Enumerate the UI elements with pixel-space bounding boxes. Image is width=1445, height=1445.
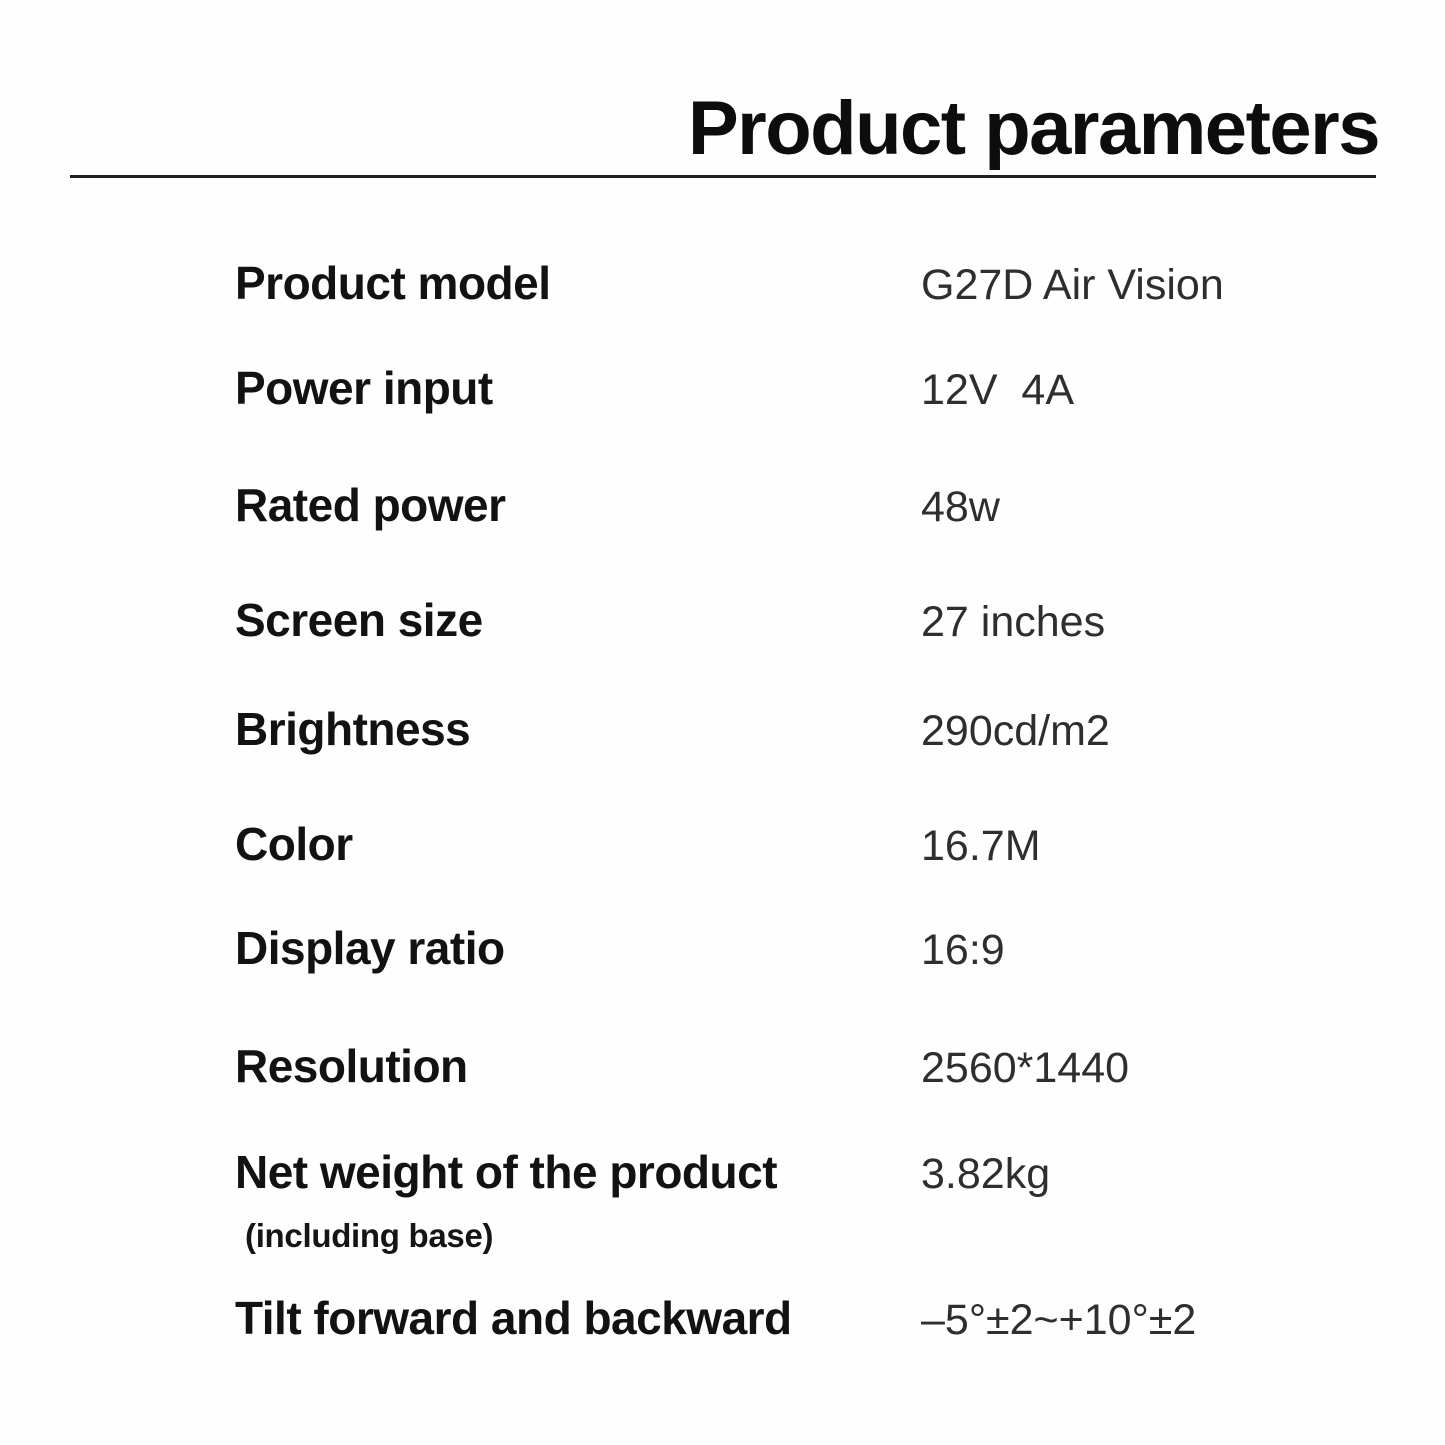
spec-value: 290cd/m2 — [921, 707, 1110, 755]
spec-label: Rated power — [235, 479, 506, 531]
spec-row-product-model: Product model G27D Air Vision — [0, 253, 1445, 313]
spec-sublabel-including-base: (including base) — [245, 1217, 494, 1254]
spec-row-color: Color 16.7M — [0, 814, 1445, 874]
spec-label: Tilt forward and backward — [235, 1292, 792, 1344]
spec-row-net-weight: Net weight of the product 3.82kg — [0, 1142, 1445, 1202]
spec-row-brightness: Brightness 290cd/m2 — [0, 699, 1445, 759]
spec-label: Color — [235, 818, 353, 870]
spec-label: Power input — [235, 362, 493, 414]
spec-row-tilt: Tilt forward and backward –5°±2~+10°±2 — [0, 1288, 1445, 1348]
spec-value: 12V 4A — [921, 366, 1074, 414]
spec-label: Display ratio — [235, 922, 505, 974]
spec-value: 48w — [921, 483, 1000, 531]
spec-row-power-input: Power input 12V 4A — [0, 358, 1445, 418]
spec-row-display-ratio: Display ratio 16:9 — [0, 918, 1445, 978]
spec-label: Product model — [235, 257, 551, 309]
spec-value: 3.82kg — [921, 1150, 1051, 1198]
page-title: Product parameters — [687, 85, 1381, 171]
spec-row-rated-power: Rated power 48w — [0, 475, 1445, 535]
spec-row-resolution: Resolution 2560*1440 — [0, 1036, 1445, 1096]
spec-value: –5°±2~+10°±2 — [921, 1296, 1197, 1344]
spec-value: 27 inches — [921, 598, 1106, 646]
title-divider-rule — [70, 175, 1376, 178]
spec-label: Net weight of the product — [235, 1146, 778, 1198]
spec-label: Screen size — [235, 594, 483, 646]
spec-value: 16.7M — [921, 822, 1041, 870]
spec-label: Brightness — [235, 703, 471, 755]
spec-value: 16:9 — [921, 926, 1005, 974]
spec-value: 2560*1440 — [921, 1044, 1130, 1092]
spec-row-screen-size: Screen size 27 inches — [0, 590, 1445, 650]
spec-label: Resolution — [235, 1040, 468, 1092]
spec-value: G27D Air Vision — [921, 261, 1224, 309]
